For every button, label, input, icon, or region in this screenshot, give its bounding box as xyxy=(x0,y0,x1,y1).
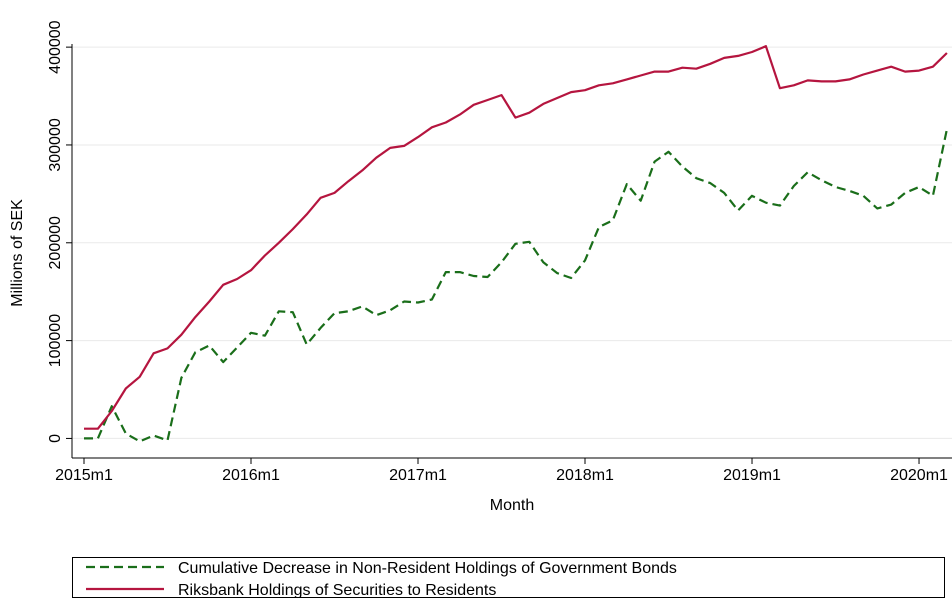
x-tick-label: 2016m1 xyxy=(222,467,280,484)
legend-label: Cumulative Decrease in Non-Resident Hold… xyxy=(178,560,677,577)
y-axis-label: Millions of SEK xyxy=(9,199,26,307)
y-tick-label: 100000 xyxy=(47,314,64,367)
y-tick-label: 200000 xyxy=(47,216,64,269)
x-tick-label: 2015m1 xyxy=(55,467,113,484)
x-tick-label: 2017m1 xyxy=(389,467,447,484)
series-line xyxy=(84,129,948,443)
x-tick-label: 2018m1 xyxy=(556,467,614,484)
y-tick-label: 300000 xyxy=(47,118,64,171)
legend-label: Riksbank Holdings of Securities to Resid… xyxy=(178,582,496,598)
legend-box xyxy=(72,557,945,598)
y-tick-label: 400000 xyxy=(47,20,64,73)
x-tick-label: 2019m1 xyxy=(723,467,781,484)
y-tick-label: 0 xyxy=(47,434,64,443)
x-axis-label: Month xyxy=(490,497,534,514)
series-line xyxy=(84,45,948,430)
x-tick-label: 2020m1 xyxy=(890,467,948,484)
